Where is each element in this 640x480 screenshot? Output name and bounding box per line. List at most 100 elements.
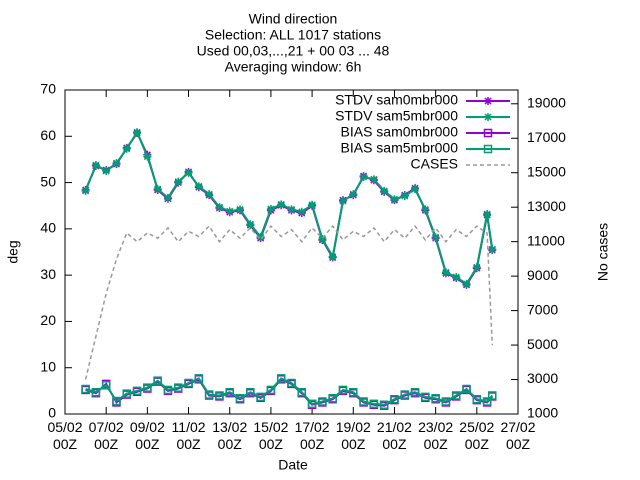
marker <box>488 245 497 254</box>
marker <box>143 152 152 161</box>
marker <box>452 272 461 281</box>
y-tick-label: 50 <box>40 173 56 189</box>
x-tick-label-line: 00Z <box>382 436 407 452</box>
marker <box>215 391 224 400</box>
marker <box>266 385 276 395</box>
x-tick-label: 07/02 00Z <box>89 419 124 452</box>
marker <box>484 97 492 105</box>
marker <box>102 167 111 175</box>
plot-frame <box>64 89 519 415</box>
x-tick-label-line: 21/02 <box>377 419 412 435</box>
x-tick-label: 11/02 00Z <box>172 419 206 452</box>
x-tick-label-line: 13/02 <box>212 419 247 435</box>
y-axis-label: deg <box>5 240 21 263</box>
x-tick-label-line: 00Z <box>135 436 160 452</box>
x-tick-label-line: 00Z <box>218 436 243 452</box>
marker <box>256 392 265 402</box>
title-line: Wind direction <box>249 11 338 27</box>
marker <box>287 205 296 214</box>
marker <box>174 383 183 392</box>
marker <box>307 399 317 409</box>
marker <box>81 384 90 394</box>
marker <box>153 376 162 385</box>
x-tick-label-line: 00Z <box>94 436 119 452</box>
x-tick-label: 13/02 00Z <box>212 419 247 452</box>
x-tick-label-line: 15/02 <box>253 419 288 435</box>
legend-label: STDV sam0mbr000 <box>335 92 458 108</box>
x-tick-label: 25/02 00Z <box>459 419 494 452</box>
marker <box>174 177 183 186</box>
marker <box>369 399 379 409</box>
marker <box>318 235 327 244</box>
y2-tick-label: 15000 <box>527 163 566 179</box>
marker <box>225 207 234 216</box>
marker <box>246 220 255 229</box>
marker <box>91 160 100 169</box>
marker <box>441 268 450 277</box>
marker <box>277 200 286 209</box>
marker <box>338 197 347 206</box>
x-tick-label-line: 00Z <box>424 436 449 452</box>
y2-tick-label: 19000 <box>527 94 566 110</box>
marker <box>318 397 327 406</box>
marker <box>369 175 378 184</box>
marker <box>349 190 358 199</box>
marker <box>297 387 307 397</box>
x-tick-label-line: 19/02 <box>336 419 371 435</box>
y2-tick-label: 9000 <box>527 267 558 283</box>
series-line <box>84 224 494 380</box>
x-tick-label-line: 00Z <box>53 436 78 452</box>
marker <box>472 263 481 272</box>
marker <box>143 383 152 392</box>
x-tick-label-line: 11/02 <box>172 419 206 435</box>
marker <box>359 173 368 182</box>
y-tick-label: 10 <box>40 358 56 374</box>
x-tick-label-line: 17/02 <box>295 419 330 435</box>
marker <box>132 386 142 396</box>
marker <box>91 387 101 397</box>
x-axis-label: Date <box>278 457 308 473</box>
x-tick-label: 05/02 00Z <box>47 419 82 452</box>
marker <box>236 205 245 214</box>
y-tick-label: 60 <box>40 127 56 143</box>
marker <box>163 193 172 202</box>
legend-label: CASES <box>411 156 458 172</box>
marker <box>349 387 358 397</box>
marker <box>122 389 132 398</box>
marker <box>308 200 317 209</box>
marker <box>462 279 471 288</box>
y2-tick-label: 3000 <box>527 370 558 386</box>
marker <box>122 144 131 153</box>
x-tick-label: 17/02 00Z <box>295 419 330 452</box>
marker <box>359 397 368 406</box>
marker <box>421 205 430 214</box>
marker <box>194 374 204 383</box>
y2-tick-label: 17000 <box>527 129 566 145</box>
legend-label: STDV sam5mbr000 <box>335 108 458 124</box>
x-tick-label-line: 00Z <box>465 436 490 452</box>
x-tick-label-line: 05/02 <box>47 419 82 435</box>
x-tick-label: 21/02 00Z <box>377 419 412 452</box>
marker <box>431 394 440 403</box>
marker <box>204 390 214 399</box>
marker <box>163 385 173 395</box>
y2-tick-label: 7000 <box>527 301 558 317</box>
y2-axis-label: No cases <box>595 223 611 281</box>
marker <box>390 195 399 204</box>
marker <box>194 182 203 191</box>
y-tick-label: 20 <box>40 312 56 328</box>
marker <box>379 400 389 409</box>
y2-tick-label: 11000 <box>527 232 565 248</box>
x-tick-label-line: 23/02 <box>418 419 453 435</box>
x-tick-label: 27/02 00Z <box>500 419 535 452</box>
x-tick-label-line: 00Z <box>341 436 366 452</box>
x-tick-label: 23/02 00Z <box>418 419 453 452</box>
x-tick-label-line: 25/02 <box>459 419 494 435</box>
y2-tick-label: 1000 <box>527 405 558 421</box>
marker <box>112 159 121 168</box>
y-tick-label: 70 <box>40 81 56 97</box>
marker <box>338 385 348 395</box>
marker <box>133 128 142 137</box>
